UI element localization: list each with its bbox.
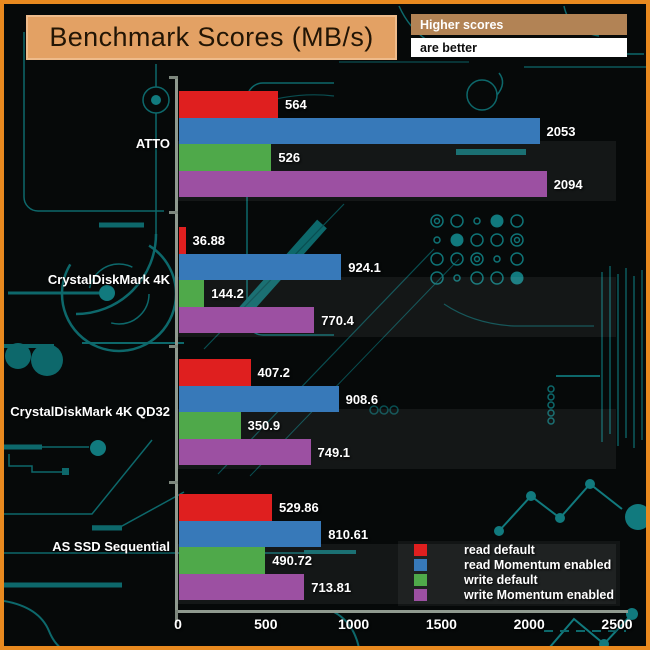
bar (179, 412, 241, 439)
bar (179, 144, 272, 171)
y-axis-tick (169, 76, 178, 79)
bar-value-label: 2053 (546, 123, 576, 139)
bar-value-label: 713.81 (311, 579, 352, 595)
bar-value-label: 350.9 (247, 418, 281, 433)
bar-value-label: 144.2 (211, 286, 244, 301)
bar (179, 385, 339, 412)
x-axis-line (178, 610, 628, 613)
bar (179, 306, 315, 333)
bar-value-label: 36.88 (192, 233, 226, 248)
bar-value-label: 770.4 (321, 312, 354, 328)
x-tick-label: 1000 (338, 616, 370, 632)
x-tick-label: 2000 (513, 616, 545, 632)
bar-value-label: 564 (285, 97, 307, 112)
bar-value-label: 924.1 (348, 259, 381, 275)
legend-swatch (414, 574, 427, 586)
bar (179, 253, 342, 280)
x-tick-label: 500 (254, 616, 278, 632)
bar (179, 573, 305, 600)
category-label: CrystalDiskMark 4K (47, 272, 170, 287)
x-tick-label: 1500 (425, 616, 457, 632)
bar-value-label: 908.6 (345, 391, 379, 407)
bar (179, 227, 186, 254)
callout-higher-scores: Higher scores (411, 14, 627, 35)
x-tick-label: 2500 (601, 616, 633, 632)
x-tick-label: 0 (174, 616, 182, 632)
y-axis-tick (169, 211, 178, 214)
bar (179, 520, 322, 547)
bar-value-label: 749.1 (317, 444, 351, 460)
bar-value-label: 526 (278, 150, 301, 165)
legend-item-label: read Momentum enabled (464, 558, 612, 572)
bar-value-label: 407.2 (257, 365, 291, 380)
callout-line1: Higher scores (420, 17, 504, 32)
callout-are-better: are better (411, 38, 627, 57)
legend-swatch (414, 559, 427, 571)
y-axis-tick (169, 481, 178, 484)
callout-line2: are better (420, 40, 477, 55)
legend-item-label: write Momentum enabled (464, 588, 615, 602)
legend-swatch (414, 589, 427, 601)
chart-title: Benchmark Scores (MB/s) (49, 22, 374, 52)
legend-box (398, 541, 620, 606)
bar (179, 91, 278, 118)
axis-corner-tick (175, 610, 178, 623)
bar (179, 359, 251, 386)
bar-value-label: 490.72 (272, 553, 312, 568)
bar (179, 438, 311, 465)
bar-value-label: 529.86 (279, 500, 319, 515)
plot-area: 564 36.88 407.2 529.86 2053 924.1 908.6 810.61 5… (4, 4, 646, 646)
legend-item-label: read default (464, 543, 535, 557)
bar-value-label: 810.61 (328, 526, 369, 542)
bar (179, 117, 540, 144)
y-axis-line (175, 76, 178, 613)
y-axis-tick (169, 345, 178, 348)
legend-item-label: write default (464, 573, 538, 587)
bar (179, 170, 547, 197)
bar (179, 494, 272, 521)
legend-swatch (414, 544, 427, 556)
category-label: AS SSD Sequential (52, 539, 170, 554)
category-label: CrystalDiskMark 4K QD32 (10, 404, 170, 419)
category-label: ATTO (135, 136, 170, 151)
chart-title-box: Benchmark Scores (MB/s) (26, 15, 397, 60)
bar (179, 280, 205, 307)
bar (179, 547, 266, 574)
bar-value-label: 2094 (553, 176, 583, 192)
